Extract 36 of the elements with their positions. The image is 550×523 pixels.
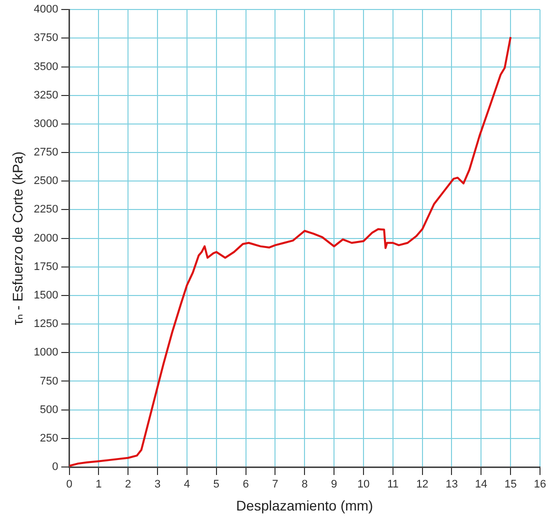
y-tick-label: 3500 — [34, 60, 58, 73]
x-tick-label: 4 — [184, 478, 190, 491]
y-tick-label: 2250 — [34, 204, 58, 216]
x-tick-label: 14 — [475, 478, 488, 491]
y-tick-label: 250 — [40, 432, 58, 444]
x-tick-label: 16 — [534, 478, 546, 491]
x-tick-label: 15 — [504, 478, 517, 491]
x-tick-label: 2 — [125, 478, 132, 491]
x-tick-label: 3 — [154, 478, 161, 491]
y-tick-label: 3000 — [34, 118, 58, 130]
x-tick-label: 7 — [272, 478, 278, 491]
x-tick-label: 5 — [213, 478, 220, 491]
x-tick-label: 0 — [66, 478, 72, 491]
y-tick-label: 3750 — [34, 32, 58, 44]
y-axis-title: τₙ - Esfuerzo de Corte (kPa) — [9, 151, 26, 326]
x-tick-label: 13 — [446, 478, 458, 491]
y-tick-label: 500 — [40, 404, 58, 416]
y-tick-label: 1000 — [34, 346, 58, 359]
x-tick-label: 6 — [242, 478, 249, 491]
y-tick-label: 1500 — [34, 290, 58, 302]
x-tick-label: 1 — [96, 478, 102, 491]
x-axis-title: Desplazamiento (mm) — [236, 497, 374, 514]
x-tick-label: 12 — [416, 478, 428, 491]
x-tick-label: 10 — [357, 478, 370, 491]
y-tick-label: 4000 — [34, 4, 58, 16]
y-tick-label: 2000 — [34, 232, 58, 244]
x-tick-label: 11 — [387, 478, 399, 491]
y-tick-label: 2750 — [34, 146, 58, 159]
y-tick-label: 3250 — [34, 89, 58, 102]
y-tick-label: 1750 — [34, 260, 58, 273]
y-tick-label: 0 — [52, 461, 58, 474]
y-tick-label: 1250 — [34, 318, 58, 330]
x-tick-label: 9 — [330, 478, 338, 491]
y-tick-label: 2500 — [34, 175, 58, 188]
x-tick-label: 8 — [302, 478, 308, 491]
y-tick-label: 750 — [40, 375, 58, 388]
